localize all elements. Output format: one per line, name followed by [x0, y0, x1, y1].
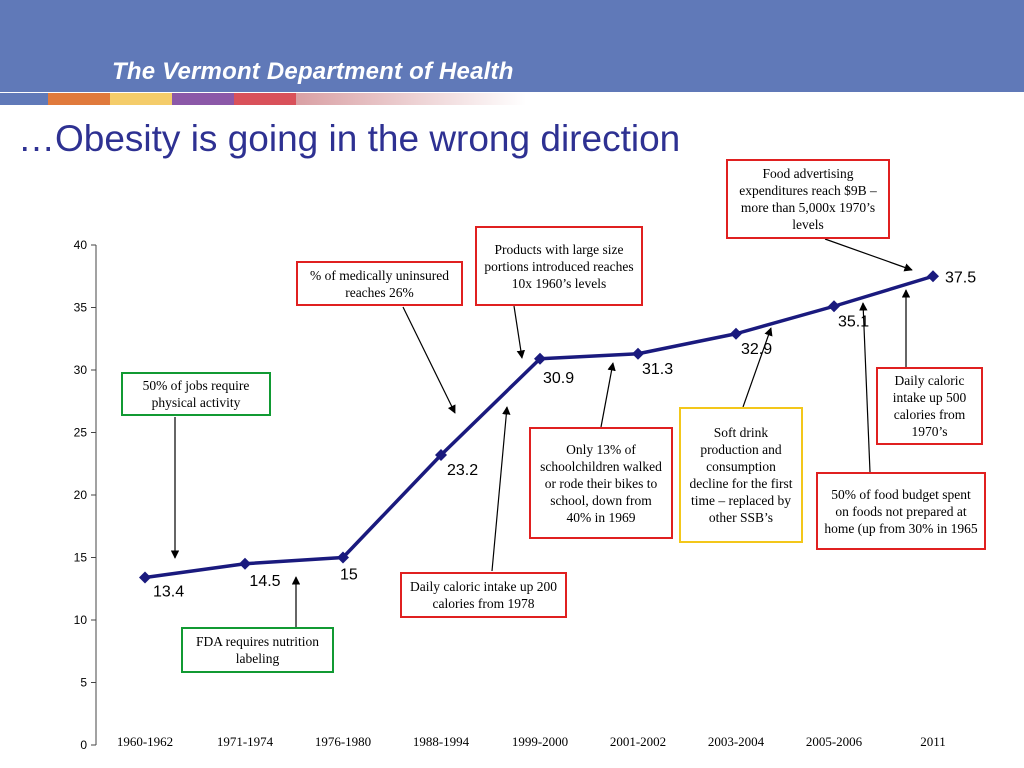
- annotation-arrow: [824, 238, 913, 272]
- annotation-portions: Products with large size portions introd…: [475, 226, 643, 306]
- x-tick-label: 2001-2002: [610, 734, 666, 749]
- y-tick-label: 20: [74, 488, 88, 502]
- annotation-advertising: Food advertising expenditures reach $9B …: [726, 159, 890, 239]
- annotation-arrow: [859, 302, 871, 473]
- data-label: 32.9: [741, 341, 772, 358]
- annotation-arrows: [170, 238, 913, 627]
- data-point-1988-1994: [435, 449, 447, 461]
- y-tick-label: 35: [74, 301, 88, 315]
- accent-stripe-fade: [296, 93, 526, 105]
- annotation-calories200: Daily caloric intake up 200 calories fro…: [400, 572, 567, 618]
- annotation-text: FDA requires nutrition labeling: [196, 634, 319, 666]
- x-tick-label: 1960-1962: [117, 734, 173, 749]
- y-tick-label: 15: [74, 551, 88, 565]
- annotation-fda: FDA requires nutrition labeling: [181, 627, 334, 673]
- annotation-arrow: [402, 306, 456, 414]
- x-tick-label: 1976-1980: [315, 734, 371, 749]
- annotation-arrow: [600, 362, 616, 428]
- annotation-text: Food advertising expenditures reach $9B …: [739, 166, 877, 232]
- y-tick-label: 0: [80, 738, 87, 752]
- data-point-2001-2002: [632, 347, 644, 360]
- series-obesity: [139, 270, 939, 584]
- annotation-foodbudget: 50% of food budget spent on foods not pr…: [816, 472, 986, 550]
- annotation-softdrink: Soft drink production and consumption de…: [679, 407, 803, 543]
- y-tick-label: 30: [74, 363, 88, 377]
- y-tick-label: 25: [74, 426, 88, 440]
- data-point-1999-2000: [534, 352, 546, 365]
- y-tick-label: 5: [80, 676, 87, 690]
- header-bar: [0, 0, 1024, 92]
- annotation-arrow: [491, 406, 511, 572]
- annotation-jobs: 50% of jobs require physical activity: [121, 372, 271, 416]
- accent-stripe-3: [110, 93, 172, 105]
- x-tick-label: 1999-2000: [512, 734, 568, 749]
- annotation-schoolchildren: Only 13% of schoolchildren walked or rod…: [529, 427, 673, 539]
- x-axis: 1960-1962 1971-1974 1976-1980 1988-1994 1999…: [117, 734, 946, 749]
- y-axis: 0 5 10 15 20 25 30 35 40: [74, 238, 97, 752]
- data-point-2003-2004: [730, 327, 742, 340]
- data-point-2005-2006: [828, 300, 840, 313]
- data-label: 15: [340, 567, 358, 584]
- annotation-text: 50% of jobs require physical activity: [142, 378, 250, 410]
- data-labels: 13.4 14.5 15 23.2 30.9 31.3 32.9 35.1 37.5: [153, 269, 976, 600]
- annotation-arrow: [513, 305, 526, 359]
- data-label: 23.2: [447, 462, 478, 479]
- annotation-text: Only 13% of schoolchildren walked or rod…: [540, 441, 662, 525]
- accent-stripe-1: [0, 93, 48, 105]
- data-label: 35.1: [838, 313, 869, 330]
- data-label: 14.5: [249, 573, 280, 590]
- annotation-text: Daily caloric intake up 200 calories fro…: [410, 579, 557, 611]
- annotation-calories500: Daily caloric intake up 500 calories fro…: [876, 367, 983, 445]
- annotation-text: Daily caloric intake up 500 calories fro…: [892, 373, 967, 439]
- x-tick-label: 1971-1974: [217, 734, 274, 749]
- accent-stripe-2: [48, 93, 110, 105]
- slide-title: …Obesity is going in the wrong direction: [18, 118, 681, 159]
- data-label: 13.4: [153, 584, 184, 601]
- accent-stripe-5: [234, 93, 296, 105]
- data-label: 30.9: [543, 370, 574, 387]
- data-label: 37.5: [945, 269, 976, 286]
- data-point-1971-1974: [239, 557, 251, 570]
- annotation-text: Soft drink production and consumption de…: [689, 425, 793, 525]
- annotation-text: Products with large size portions introd…: [484, 241, 634, 291]
- annotation-arrow: [742, 327, 773, 408]
- y-tick-label: 10: [74, 613, 88, 627]
- accent-stripe-4: [172, 93, 234, 105]
- x-tick-label: 2011: [920, 734, 946, 749]
- annotation-uninsured: % of medically uninsured reaches 26%: [296, 261, 463, 306]
- data-point-1960-1962: [139, 571, 151, 584]
- annotation-text: 50% of food budget spent on foods not pr…: [824, 486, 978, 536]
- x-tick-label: 2003-2004: [708, 734, 765, 749]
- data-point-2011: [927, 270, 939, 283]
- data-label: 31.3: [642, 361, 673, 378]
- annotation-text: % of medically uninsured reaches 26%: [309, 267, 450, 300]
- x-tick-label: 2005-2006: [806, 734, 863, 749]
- x-tick-label: 1988-1994: [413, 734, 470, 749]
- y-tick-label: 40: [74, 238, 88, 252]
- header-title: The Vermont Department of Health: [112, 58, 514, 85]
- data-point-1976-1980: [337, 551, 349, 564]
